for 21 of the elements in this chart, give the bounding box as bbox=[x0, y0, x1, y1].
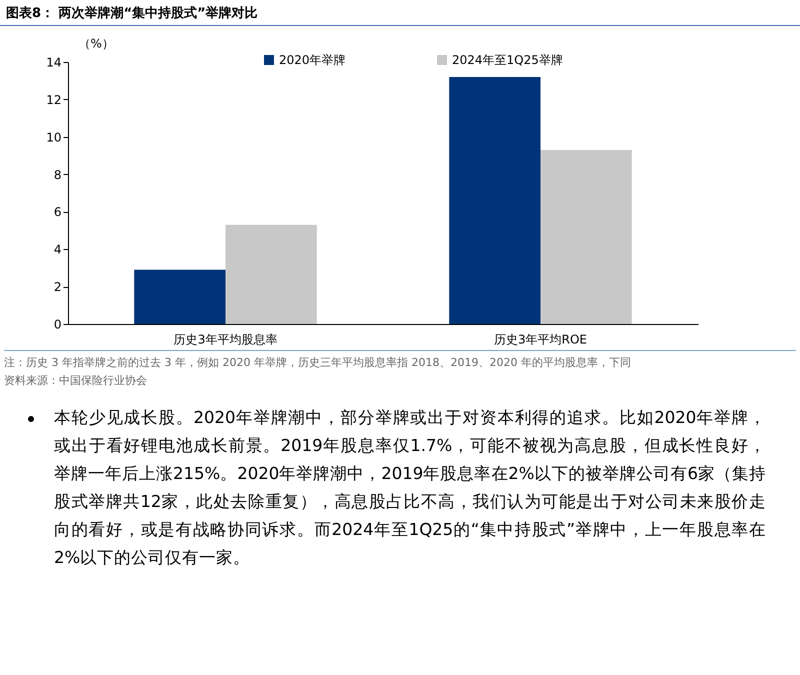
y-tick-label: 8 bbox=[54, 168, 62, 182]
y-axis-title: （%） bbox=[78, 36, 114, 50]
y-tick-label: 0 bbox=[54, 318, 62, 332]
x-tick-label: 历史3年平均股息率 bbox=[174, 332, 278, 346]
legend-label: 2020年举牌 bbox=[279, 53, 346, 67]
x-tick-label: 历史3年平均ROE bbox=[494, 332, 587, 346]
y-tick-label: 14 bbox=[46, 56, 62, 70]
bar bbox=[226, 224, 317, 324]
chart-title: 图表8： 两次举牌潮“集中持股式”举牌对比 bbox=[0, 0, 800, 26]
y-tick-label: 4 bbox=[54, 242, 62, 257]
text: 本轮少见成长股。2020年举牌潮中，部分举牌或出于对资本利得的追求。比如2020年举牌，或出于看好锂电池成长前景。2019年股息率仅1.7%，可能不被视为高息股，但成长性良好，举牌一年后上涨215%。2020年举牌潮中，2019年股息率在2%以下的被举牌公司有6家（集持股式举牌共12家，此处去除重复），高息股占比不高，我们认为可能是出于对公司未来股价走向的看好，或是有战略协同诉求。而2024年至1Q25的“集中持股式”举牌中，上一年股息率在2%以下的公司仅有一家。 bbox=[53, 407, 766, 569]
y-tick-label: 6 bbox=[54, 205, 62, 220]
legend-label: 2024年至1Q25举牌 bbox=[452, 53, 563, 67]
bar bbox=[540, 150, 632, 324]
y-tick-label: 12 bbox=[46, 92, 62, 107]
bar bbox=[449, 76, 540, 324]
text: 资料来源：中国保险行业协会 bbox=[4, 373, 148, 389]
y-tick-label: 2 bbox=[54, 280, 62, 294]
y-tick-label: 10 bbox=[46, 130, 62, 144]
text: 注：历史 3 年指举牌之前的过去 3 年，例如 2020 年举牌，历史三年平均股息率指 2018、2019、2020 年的平均股息率，下同 bbox=[4, 355, 632, 371]
bar bbox=[134, 270, 226, 324]
